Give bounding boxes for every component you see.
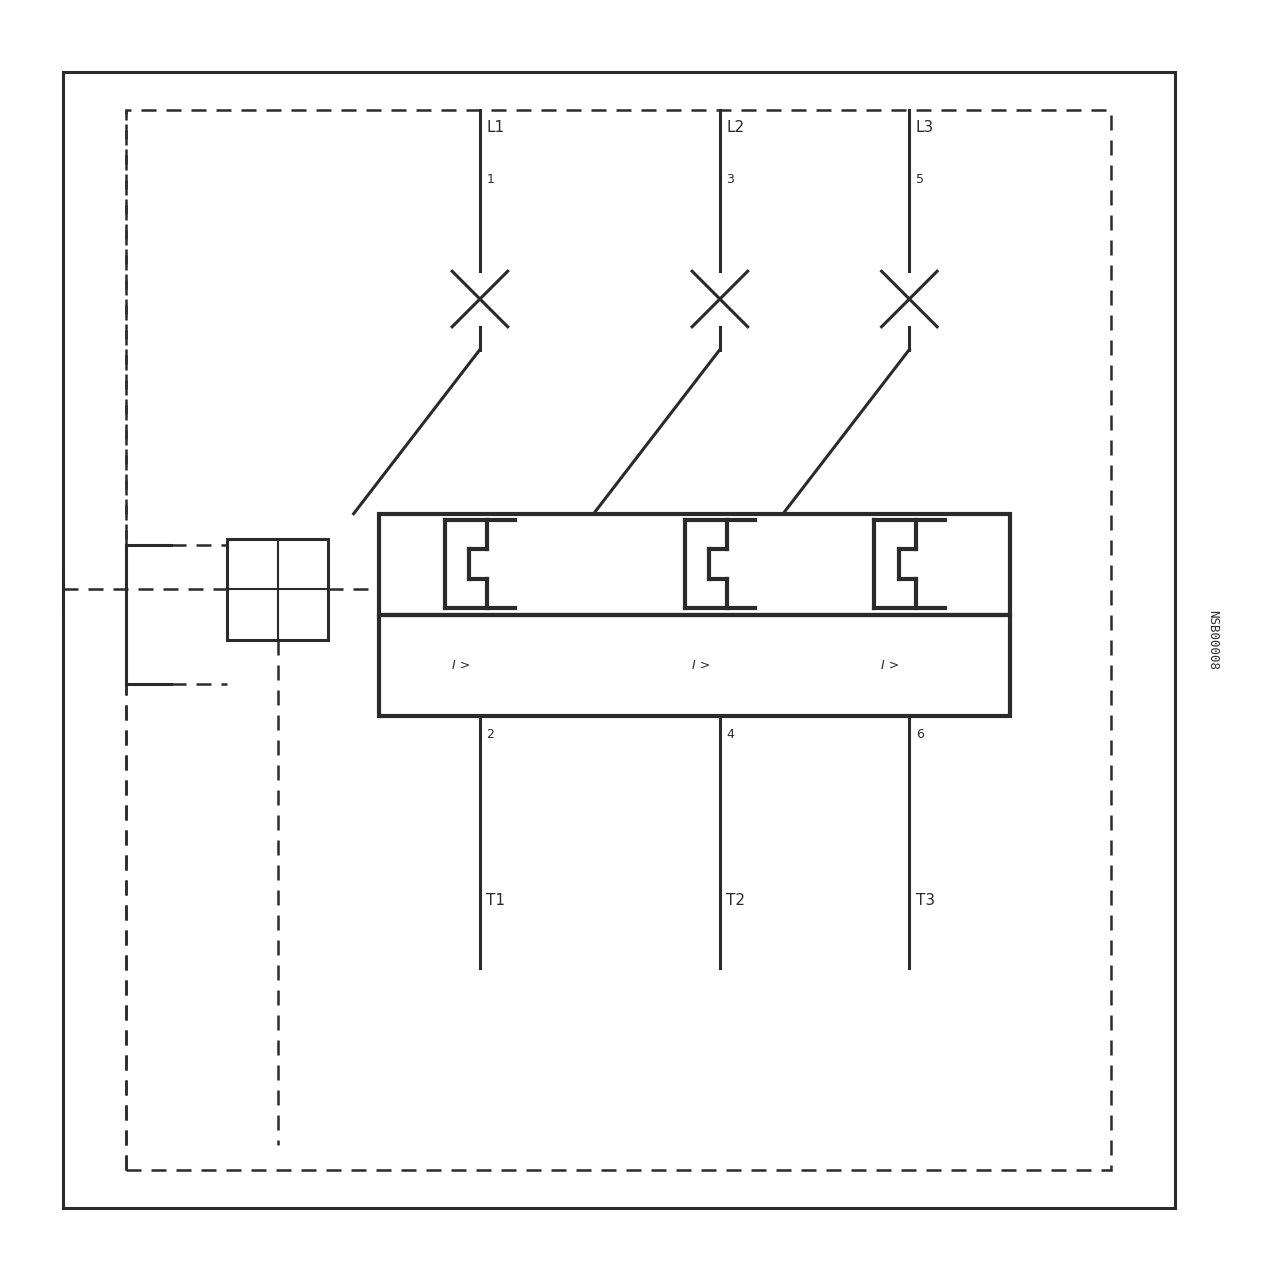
Text: 1: 1 xyxy=(486,173,494,186)
Text: 5: 5 xyxy=(916,173,923,186)
Text: I >: I > xyxy=(692,659,710,672)
Text: T3: T3 xyxy=(916,892,935,908)
Text: 4: 4 xyxy=(726,728,734,741)
Text: L2: L2 xyxy=(726,120,744,134)
Text: I >: I > xyxy=(882,659,899,672)
Text: 2: 2 xyxy=(486,728,494,741)
Text: 3: 3 xyxy=(726,173,734,186)
Bar xyxy=(227,539,328,640)
Text: T2: T2 xyxy=(726,892,745,908)
Text: L3: L3 xyxy=(916,120,933,134)
Text: I >: I > xyxy=(452,659,470,672)
Text: 6: 6 xyxy=(916,728,923,741)
Bar xyxy=(379,614,1010,716)
Text: NSB00008: NSB00008 xyxy=(1206,611,1219,669)
Text: L1: L1 xyxy=(486,120,504,134)
Bar xyxy=(126,110,1111,1170)
Bar xyxy=(63,72,1175,1208)
Bar xyxy=(379,513,1010,614)
Text: T1: T1 xyxy=(486,892,505,908)
